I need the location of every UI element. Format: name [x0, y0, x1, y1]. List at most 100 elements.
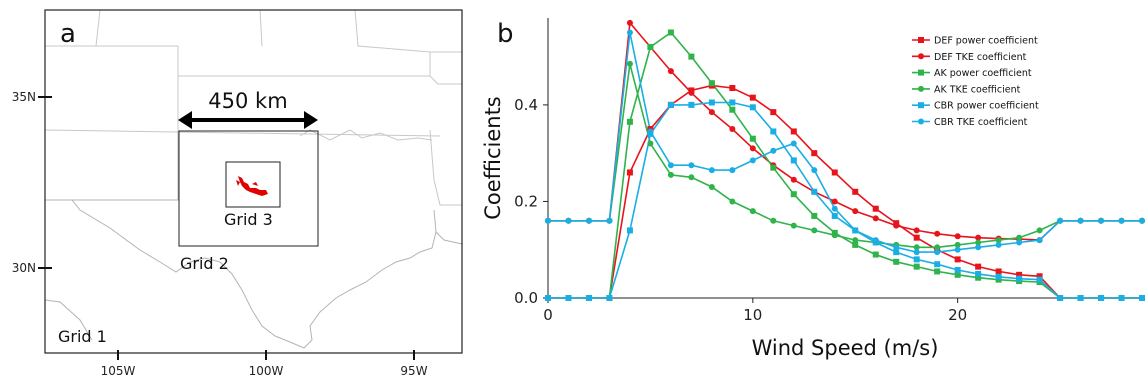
data-point [975, 263, 982, 270]
grid2-label: Grid 2 [180, 254, 229, 273]
legend-label: CBR TKE coefficient [934, 117, 1028, 128]
data-point [975, 234, 982, 241]
data-point [729, 167, 736, 174]
data-point [708, 109, 715, 116]
data-point [667, 162, 674, 169]
lon-label-100: 100W [249, 364, 284, 378]
data-point [565, 295, 572, 301]
data-point [975, 239, 982, 246]
y-tick-label: 0.0 [514, 289, 538, 307]
data-point [1036, 227, 1043, 234]
data-point [872, 251, 879, 258]
data-point [913, 263, 920, 270]
grid3-label: Grid 3 [224, 210, 273, 229]
data-point [790, 191, 797, 198]
data-point [1098, 217, 1105, 224]
data-point [770, 147, 777, 154]
legend-label: DEF TKE coefficient [934, 52, 1027, 63]
data-point [770, 109, 777, 116]
map-panel: 35N 30N 105W 100W 95W a 450 km Grid 3 Gr [12, 9, 463, 378]
data-point [1036, 237, 1043, 244]
data-point [1016, 271, 1023, 278]
grid1-label: Grid 1 [58, 327, 107, 346]
series-line [548, 63, 1142, 249]
data-point [954, 246, 961, 253]
panel-b-letter: b [497, 19, 514, 49]
data-point [913, 227, 920, 234]
data-point [811, 227, 818, 234]
data-point [1057, 295, 1064, 301]
data-point [811, 212, 818, 219]
data-point [647, 128, 654, 135]
legend-label: CBR power coefficient [934, 101, 1039, 112]
data-point [606, 295, 613, 301]
data-point [934, 244, 941, 251]
data-point [852, 227, 859, 234]
data-point [626, 118, 633, 125]
data-point [585, 217, 592, 224]
lat-label-30: 30N [12, 261, 36, 275]
data-point [995, 237, 1002, 244]
series-lines [548, 20, 1142, 299]
series-line [548, 84, 1142, 299]
data-point [913, 249, 920, 256]
x-tick-label: 10 [743, 306, 762, 324]
data-point [954, 256, 961, 263]
data-point [975, 274, 982, 281]
data-point [1139, 295, 1145, 301]
data-point [954, 233, 961, 240]
data-point [606, 217, 613, 224]
data-point [852, 241, 859, 248]
data-point [729, 85, 736, 91]
data-point [585, 295, 592, 301]
data-point [749, 145, 756, 152]
texas-outline [44, 130, 463, 349]
data-point [688, 101, 695, 108]
data-point [954, 241, 961, 248]
legend-marker [918, 69, 924, 76]
data-point [626, 60, 633, 67]
series-line [548, 32, 1142, 253]
data-point [749, 157, 756, 164]
data-point [831, 232, 838, 239]
data-point [975, 244, 982, 251]
data-point [811, 150, 818, 157]
data-point [688, 89, 695, 96]
legend-label: AK TKE coefficient [934, 84, 1021, 95]
data-point [975, 270, 982, 277]
state-boundaries [44, 9, 462, 206]
series-line [548, 101, 1142, 299]
data-point [954, 271, 961, 278]
lon-label-105: 105W [101, 364, 136, 378]
data-point [995, 268, 1002, 275]
data-point [852, 188, 859, 195]
data-point [729, 198, 736, 205]
x-tick-label: 20 [948, 306, 967, 324]
data-point [667, 101, 674, 108]
data-point [790, 128, 797, 135]
data-point [647, 43, 654, 50]
data-point [708, 99, 715, 106]
legend-marker [918, 85, 924, 92]
chart-panel: b 0 10 20 0.0 0.2 0.4 Coefficients Wind Speed… [481, 18, 1145, 360]
x-tick-label: 0 [543, 306, 553, 324]
data-point [729, 126, 736, 133]
data-point [1016, 275, 1023, 282]
data-point [872, 205, 879, 212]
data-point [811, 188, 818, 195]
data-point [1077, 217, 1084, 224]
data-point [770, 217, 777, 224]
data-point [1036, 276, 1043, 283]
y-tick-label: 0.2 [514, 192, 538, 210]
wind-farm-cluster [236, 176, 268, 196]
grid2-box [178, 130, 319, 247]
data-point [729, 106, 736, 113]
data-point [626, 19, 633, 26]
data-point [729, 99, 736, 106]
data-point [954, 267, 961, 273]
data-point [749, 208, 756, 215]
legend-marker [918, 102, 924, 109]
legend-label: DEF power coefficient [934, 36, 1038, 47]
data-point [708, 167, 715, 174]
data-point [913, 244, 920, 251]
